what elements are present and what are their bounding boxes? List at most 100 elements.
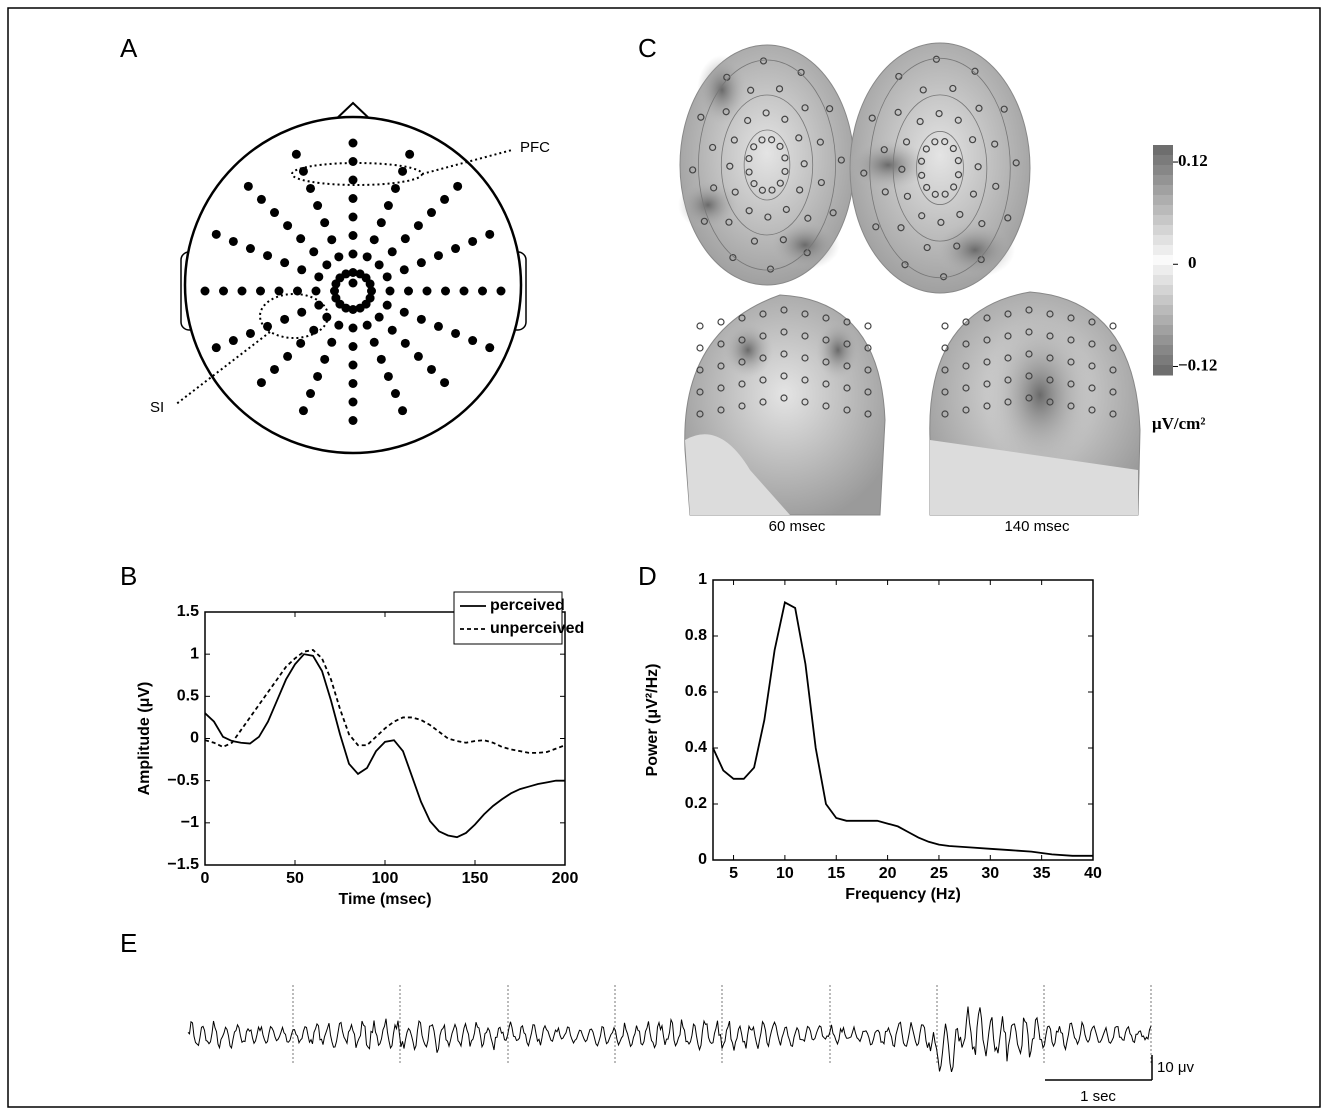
electrode: [330, 286, 339, 296]
line-series: [204, 653, 565, 839]
sensor: [1067, 314, 1075, 322]
sensor: [843, 340, 851, 348]
y-tick-label: 0.5: [177, 688, 199, 705]
sensor: [983, 314, 991, 322]
electrode: [256, 286, 265, 296]
sensor: [782, 205, 790, 214]
shade: [935, 222, 1015, 278]
sensor: [941, 410, 949, 418]
sensor: [747, 86, 755, 94]
panel-label: A: [120, 33, 138, 63]
electrode: [348, 379, 358, 388]
sensor: [968, 136, 977, 144]
electrode: [245, 328, 255, 338]
sensor: [759, 57, 768, 65]
electrode: [309, 247, 319, 257]
electrode: [320, 354, 330, 364]
sensor: [949, 144, 957, 153]
sensor: [768, 136, 776, 144]
sensor: [1004, 214, 1012, 222]
y-tick-label: 0.8: [685, 627, 707, 644]
electrode: [293, 286, 302, 296]
sensor: [1109, 410, 1117, 418]
electrode: [320, 218, 330, 228]
sensor: [759, 354, 767, 362]
electrode: [468, 336, 478, 346]
sensor: [780, 372, 788, 380]
sensor: [822, 336, 830, 344]
sensor: [991, 140, 999, 148]
y-tick-label: −1: [181, 814, 199, 831]
sensor: [1004, 376, 1012, 384]
sensor: [717, 406, 725, 414]
x-tick-label: 50: [286, 870, 304, 887]
sensor: [864, 322, 872, 330]
electrode: [382, 300, 392, 310]
electrode: [433, 251, 443, 261]
y-tick-label: 1: [190, 645, 199, 662]
panel-label: D: [638, 561, 657, 591]
electrode: [296, 338, 306, 348]
contour: [698, 59, 836, 271]
electrode: [362, 252, 372, 262]
sensor: [1109, 344, 1117, 352]
electrode: [400, 338, 410, 348]
sensor: [738, 336, 746, 344]
electrode: [376, 218, 386, 228]
sensor: [696, 366, 704, 374]
sensor: [897, 224, 905, 232]
electrode: [309, 325, 319, 335]
electrode: [280, 258, 290, 268]
sensor: [717, 384, 725, 392]
sensor: [903, 192, 912, 200]
colorbar-cell: [1153, 325, 1173, 336]
colorbar-cell: [1153, 235, 1173, 246]
sensor: [796, 186, 804, 194]
electrode: [211, 343, 221, 353]
sensor: [872, 223, 880, 231]
electrode: [496, 286, 506, 296]
electrode: [426, 364, 436, 374]
sensor: [941, 138, 949, 146]
colorbar-cell: [1153, 225, 1173, 236]
sensor: [983, 402, 991, 410]
sensor: [864, 388, 872, 396]
face: [685, 434, 1138, 515]
sensor: [843, 406, 851, 414]
electrode: [211, 229, 221, 239]
sensor: [971, 67, 979, 75]
sensor: [1067, 336, 1075, 344]
legend-label: perceived: [490, 597, 565, 614]
sensor: [919, 86, 927, 94]
sensor: [1004, 310, 1012, 318]
electrode: [348, 194, 358, 203]
sensor: [780, 328, 788, 336]
sensor: [738, 402, 746, 410]
electrode: [405, 149, 415, 159]
colorbar-cell: [1153, 175, 1173, 186]
sensor: [780, 394, 788, 402]
sensor: [717, 362, 725, 370]
x-tick-label: 10: [776, 865, 794, 882]
sensor: [745, 207, 753, 215]
scale-label: 10 μv: [1157, 1059, 1194, 1076]
colorbar: 0.12 0 −0.12: [1153, 145, 1217, 376]
sensor: [941, 388, 949, 396]
colorbar-cell: [1153, 195, 1173, 206]
sensor: [780, 306, 788, 314]
contour: [720, 94, 814, 236]
electrode: [390, 389, 400, 399]
electrode: [348, 212, 358, 222]
colorbar-cell: [1153, 335, 1173, 346]
electrode: [348, 416, 358, 425]
colorbar-cell: [1153, 275, 1173, 286]
sensor: [962, 362, 970, 370]
electrode: [256, 194, 266, 204]
electrode: [440, 378, 450, 388]
electrode: [237, 286, 247, 296]
sensor: [1109, 366, 1117, 374]
electrode: [263, 251, 273, 261]
y-axis-label: Power (μV²/Hz): [644, 664, 661, 777]
sensor: [1088, 384, 1096, 392]
